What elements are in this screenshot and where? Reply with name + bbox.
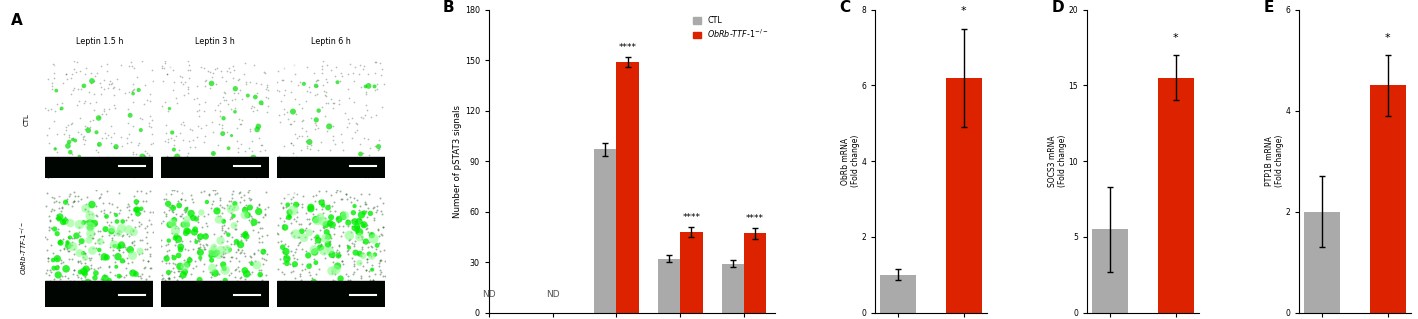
Text: ND: ND	[482, 290, 496, 299]
Bar	[1305, 211, 1340, 313]
Bar	[946, 78, 981, 313]
Text: B: B	[442, 1, 455, 16]
Y-axis label: ObRb mRNA
(Fold change): ObRb mRNA (Fold change)	[841, 135, 859, 187]
Text: *: *	[1173, 33, 1178, 43]
Bar	[681, 232, 702, 313]
Text: Leptin 3 h: Leptin 3 h	[196, 37, 235, 46]
Text: C: C	[839, 1, 851, 16]
Bar	[1092, 229, 1129, 313]
Text: *: *	[1385, 33, 1391, 43]
Text: ND: ND	[546, 290, 560, 299]
Y-axis label: PTP1B mRNA
(Fold change): PTP1B mRNA (Fold change)	[1265, 135, 1283, 187]
Bar	[722, 264, 744, 313]
Text: Leptin 1.5 h: Leptin 1.5 h	[75, 37, 123, 46]
Text: CTL: CTL	[24, 113, 30, 126]
Text: ****: ****	[746, 214, 764, 223]
Bar	[744, 234, 766, 313]
Text: Leptin 6 h: Leptin 6 h	[311, 37, 350, 46]
Text: E: E	[1263, 1, 1273, 16]
Text: ****: ****	[618, 43, 637, 52]
Text: $ObRb$-$TTF$-$1^{-/-}$: $ObRb$-$TTF$-$1^{-/-}$	[18, 221, 30, 275]
Text: A: A	[11, 13, 23, 28]
Bar	[1370, 85, 1405, 313]
Bar	[594, 149, 617, 313]
Bar	[617, 62, 638, 313]
Bar	[881, 275, 916, 313]
Bar	[658, 259, 681, 313]
Text: *: *	[961, 6, 967, 16]
Bar	[1159, 78, 1194, 313]
Text: ****: ****	[682, 213, 700, 222]
Text: D: D	[1052, 1, 1064, 16]
Y-axis label: Number of pSTAT3 signals: Number of pSTAT3 signals	[452, 105, 462, 218]
Legend: CTL, $ObRb$-$TTF$-$1^{-/-}$: CTL, $ObRb$-$TTF$-$1^{-/-}$	[691, 14, 771, 42]
Y-axis label: SOCS3 mRNA
(Fold change): SOCS3 mRNA (Fold change)	[1048, 135, 1068, 187]
